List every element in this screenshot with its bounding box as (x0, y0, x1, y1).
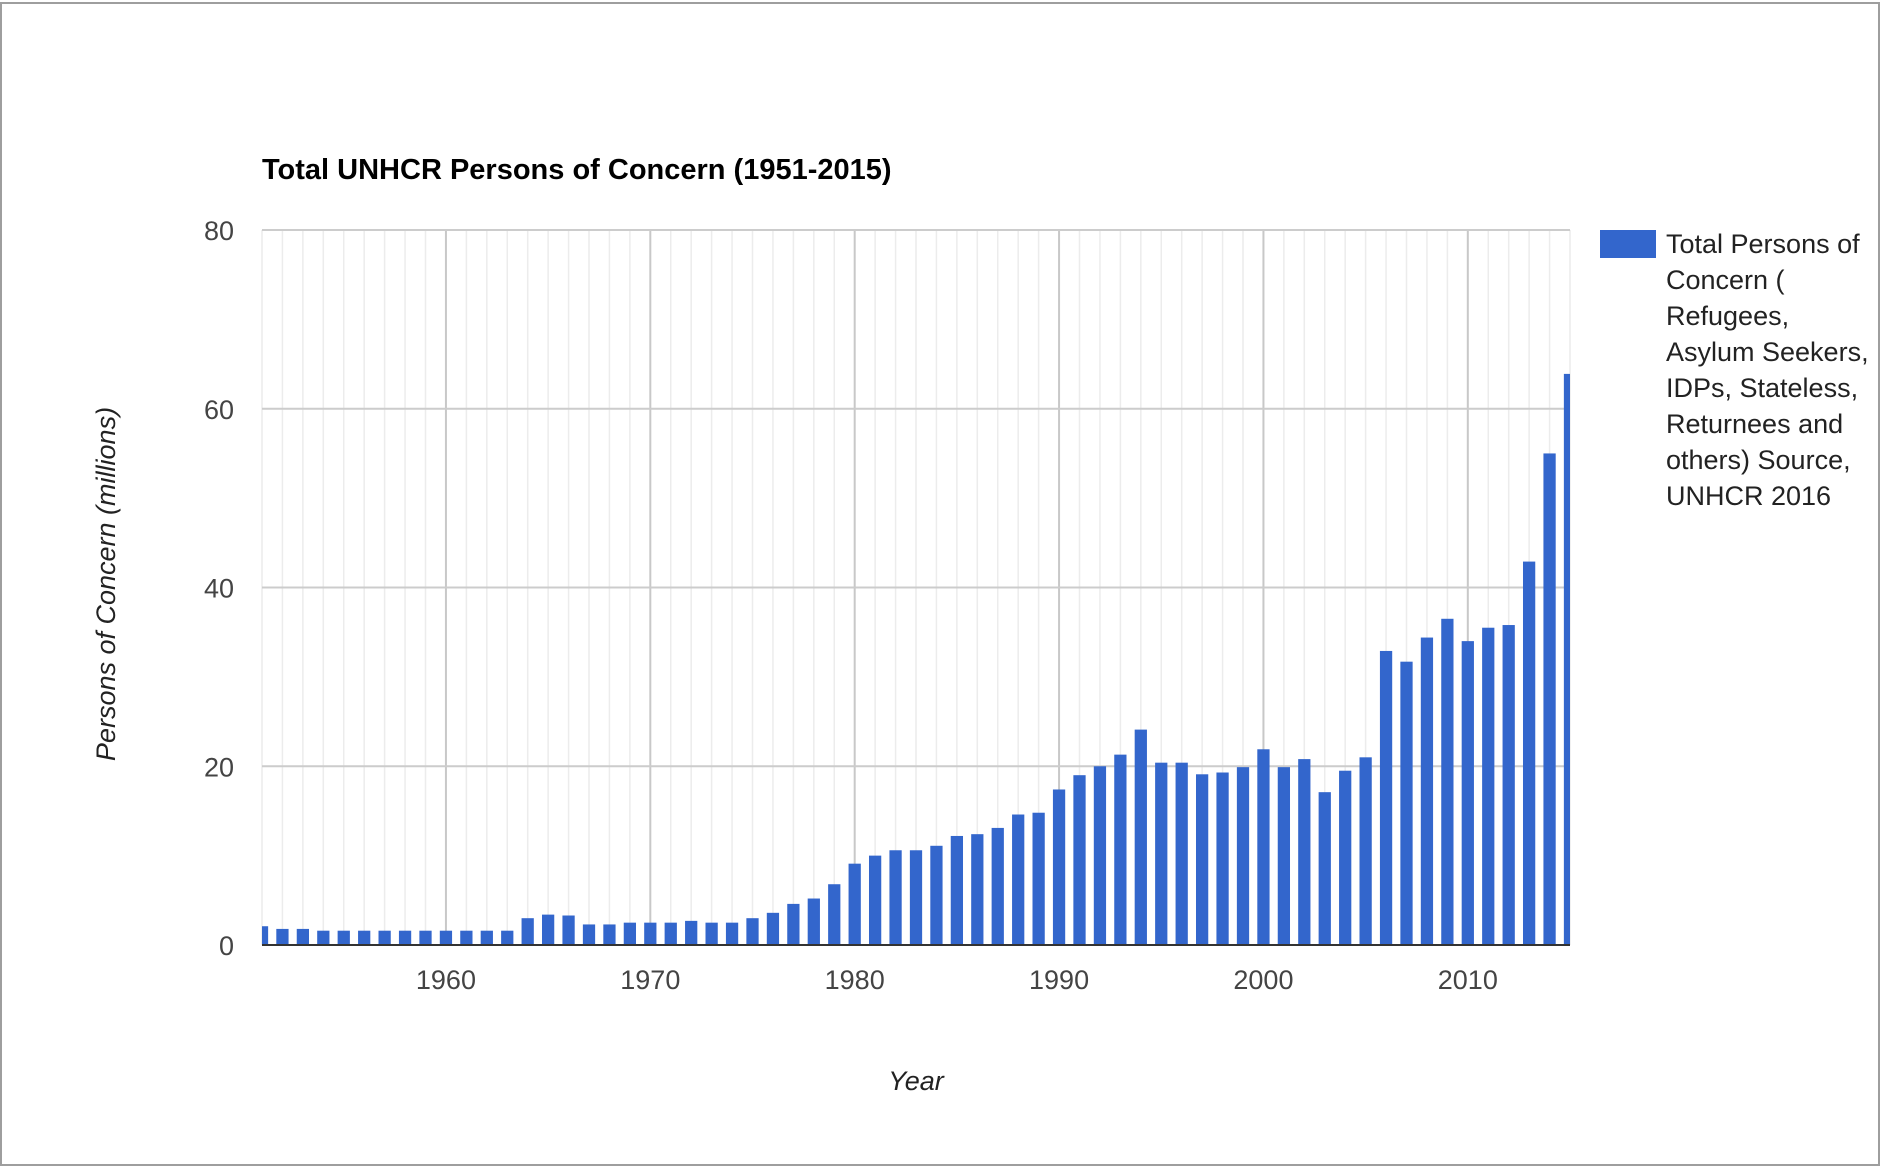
bar-1989 (1032, 812, 1045, 945)
bar-1971 (664, 922, 677, 945)
x-tick-label: 1970 (620, 965, 680, 995)
bar-series (262, 373, 1570, 945)
bar-1996 (1175, 762, 1188, 945)
bar-1967 (582, 924, 596, 945)
bar-1958 (398, 930, 412, 945)
bar-1961 (460, 930, 473, 945)
bar-1990 (1052, 789, 1066, 945)
bar-1991 (1073, 775, 1086, 945)
bar-2003 (1318, 792, 1331, 945)
bar-2002 (1298, 759, 1311, 945)
bar-2012 (1502, 625, 1515, 945)
bar-1987 (991, 827, 1004, 945)
bar-1951 (262, 926, 269, 945)
x-tick-label: 1990 (1029, 965, 1089, 995)
bar-1979 (828, 884, 841, 945)
bar-1977 (787, 903, 800, 945)
bar-1972 (685, 920, 698, 945)
bar-1960 (439, 930, 453, 945)
y-tick-label: 40 (204, 574, 234, 604)
bar-1997 (1195, 774, 1209, 945)
bar-1983 (909, 850, 923, 945)
bar-2009 (1441, 618, 1454, 945)
y-tick-label: 60 (204, 395, 234, 425)
bar-1992 (1093, 766, 1107, 945)
y-tick-label: 20 (204, 752, 234, 782)
bar-1994 (1134, 729, 1147, 945)
bar-1999 (1236, 767, 1250, 945)
bar-1982 (889, 850, 902, 945)
bar-2004 (1339, 770, 1352, 945)
bar-1968 (603, 924, 616, 945)
bar-1962 (480, 930, 493, 945)
bar-1988 (1012, 814, 1025, 945)
bar-1980 (848, 863, 861, 945)
bar-2010 (1461, 641, 1474, 945)
bar-2011 (1482, 627, 1495, 945)
bar-1964 (521, 918, 534, 945)
x-tick-labels: 1960 1970 1980 1990 2000 2010 (416, 965, 1498, 995)
bar-1954 (317, 930, 330, 945)
bar-1986 (971, 834, 984, 945)
y-axis-label: Persons of Concern (millions) (91, 407, 121, 761)
bar-1974 (725, 922, 739, 945)
legend-label: Total Persons of Concern ( Refugees, Asy… (1666, 229, 1869, 511)
bar-chart: 0 20 40 60 80 1960 1970 1980 1990 2000 2010 Total… (91, 154, 1571, 1096)
y-tick-label: 80 (204, 216, 234, 246)
bar-1978 (807, 898, 820, 945)
bar-1998 (1216, 772, 1229, 945)
bar-1959 (419, 930, 432, 945)
bar-1973 (705, 922, 718, 945)
bar-2015 (1563, 373, 1570, 945)
bar-1975 (746, 918, 759, 945)
bar-1966 (562, 915, 575, 945)
x-tick-label: 2000 (1233, 965, 1293, 995)
bar-2007 (1400, 661, 1413, 945)
x-tick-label: 2010 (1438, 965, 1498, 995)
bar-2001 (1277, 767, 1291, 945)
bar-1993 (1114, 754, 1127, 945)
x-tick-label: 1960 (416, 965, 476, 995)
bar-1956 (358, 930, 371, 945)
bar-1985 (950, 835, 964, 945)
bar-2006 (1379, 650, 1393, 945)
bar-1969 (623, 922, 637, 945)
bar-2013 (1522, 561, 1536, 945)
bar-1957 (378, 930, 391, 945)
bar-1970 (644, 922, 657, 945)
bar-2014 (1543, 453, 1556, 945)
legend-swatch (1600, 230, 1656, 258)
bar-1965 (541, 914, 555, 945)
bar-1995 (1155, 762, 1168, 945)
bar-1952 (276, 928, 289, 945)
bar-1976 (766, 912, 780, 945)
x-axis-label: Year (888, 1066, 945, 1096)
y-tick-labels: 0 20 40 60 80 (204, 216, 234, 961)
bar-1955 (337, 930, 350, 945)
bar-1981 (868, 855, 882, 945)
x-tick-label: 1980 (825, 965, 885, 995)
bar-1984 (930, 845, 943, 945)
bar-2000 (1257, 749, 1270, 945)
bar-2005 (1359, 757, 1372, 945)
y-tick-label: 0 (219, 931, 234, 961)
bar-1963 (501, 930, 514, 945)
chart-title: Total UNHCR Persons of Concern (1951-201… (262, 154, 892, 186)
bar-1953 (296, 928, 310, 945)
bar-2008 (1420, 637, 1434, 945)
